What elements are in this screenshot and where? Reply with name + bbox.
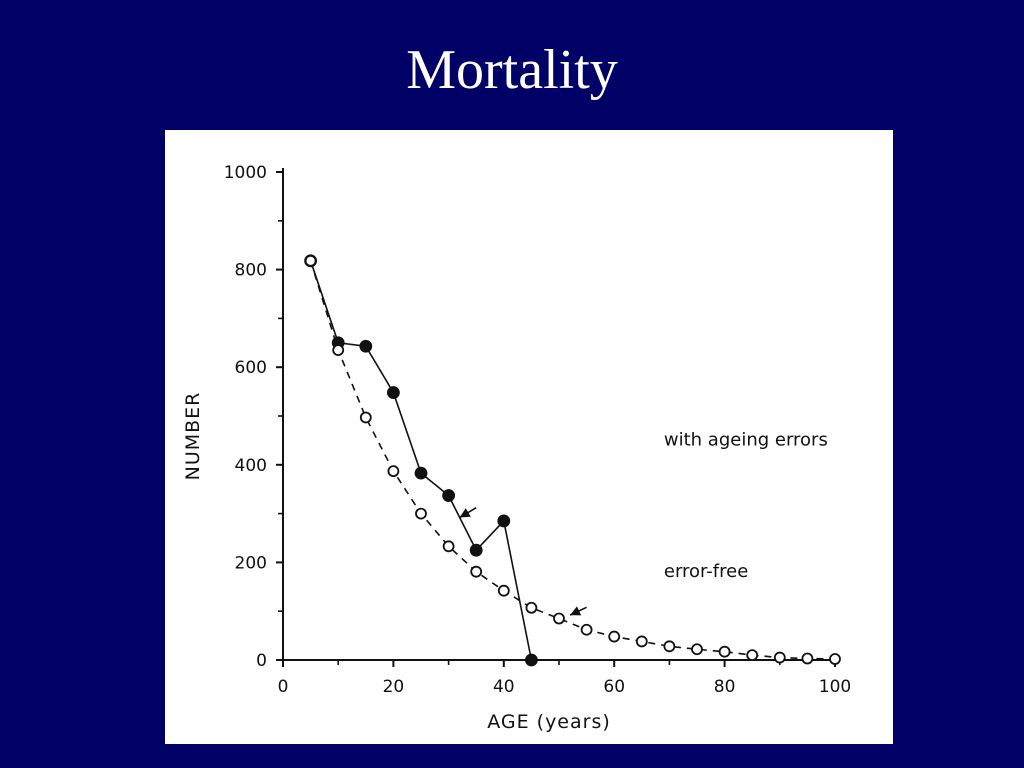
data-point xyxy=(332,344,345,357)
data-point xyxy=(635,635,648,648)
data-point xyxy=(580,623,593,636)
x-tick-label: 60 xyxy=(603,677,625,697)
series-line xyxy=(309,260,836,660)
arrowhead xyxy=(459,508,471,518)
data-point xyxy=(387,465,400,478)
axes: 0 200 400 600 800 1000 0 20 40 60 80 100 AGE (years)… xyxy=(182,163,851,733)
annotation-label: with ageing errors xyxy=(664,429,828,450)
data-point xyxy=(386,386,400,399)
data-point xyxy=(691,643,703,656)
data-point xyxy=(746,649,759,662)
y-tick-label: 1000 xyxy=(224,163,267,183)
y-tick-label: 0 xyxy=(256,651,267,671)
y-tick-label: 200 xyxy=(235,553,267,573)
mortality-chart: 0 200 400 600 800 1000 0 20 40 60 80 100 AGE (years)… xyxy=(182,163,851,733)
x-tick-label: 80 xyxy=(714,677,736,697)
y-tick-label: 400 xyxy=(235,456,267,476)
x-tick-label: 0 xyxy=(278,677,289,697)
data-point xyxy=(525,601,538,614)
data-point xyxy=(773,651,786,664)
annotation-label: error-free xyxy=(664,561,748,582)
data-point xyxy=(469,543,483,557)
data-point xyxy=(470,565,483,578)
data-point xyxy=(608,630,621,643)
data-point xyxy=(415,507,427,520)
data-point xyxy=(359,339,373,353)
x-axis-label: AGE (years) xyxy=(487,711,611,733)
x-tick-label: 100 xyxy=(819,677,851,697)
data-point xyxy=(829,653,841,665)
y-tick-label: 600 xyxy=(235,358,267,378)
data-point xyxy=(359,411,372,424)
data-point xyxy=(497,514,511,528)
series-layer xyxy=(304,254,841,667)
slide-title: Mortality xyxy=(406,39,618,101)
data-point xyxy=(497,584,510,597)
y-tick-label: 800 xyxy=(235,261,267,281)
data-point xyxy=(718,645,731,658)
data-point xyxy=(663,640,676,653)
arrowhead xyxy=(570,606,582,616)
data-point xyxy=(553,612,565,625)
series-line xyxy=(309,260,533,661)
y-axis-label: NUMBER xyxy=(182,392,204,481)
series-with-ageing-errors xyxy=(304,254,538,667)
annotation-layer: with ageing errors error-free xyxy=(459,429,828,616)
chart-panel: 0 200 400 600 800 1000 0 20 40 60 80 100 AGE (years)… xyxy=(165,130,893,744)
data-point xyxy=(304,254,317,267)
x-tick-label: 20 xyxy=(383,677,405,697)
data-point xyxy=(801,652,814,665)
data-point xyxy=(524,653,538,667)
data-point xyxy=(414,466,428,480)
series-error-free xyxy=(304,254,841,665)
data-point xyxy=(442,489,456,502)
data-point xyxy=(442,540,455,553)
x-tick-label: 40 xyxy=(493,677,515,697)
